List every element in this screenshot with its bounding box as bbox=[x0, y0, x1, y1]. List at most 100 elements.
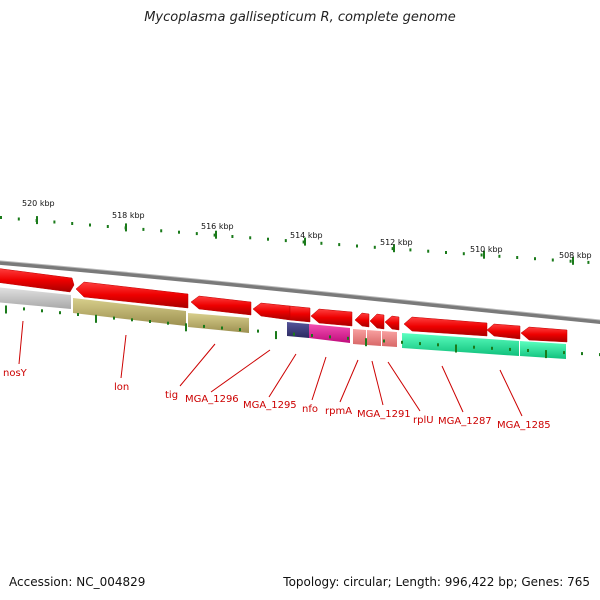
leader-line bbox=[499, 369, 523, 417]
map-title: Mycoplasma gallisepticum R, complete gen… bbox=[144, 10, 456, 25]
leader-line bbox=[179, 343, 216, 387]
scale-tick-major bbox=[215, 230, 217, 239]
inner-tick-minor bbox=[509, 347, 511, 351]
cog-bar-magenta bbox=[309, 324, 350, 343]
gene-arrow bbox=[190, 295, 252, 316]
scale-label-518: 518 kbp bbox=[112, 211, 145, 220]
scale-tick-minor bbox=[249, 236, 252, 240]
scale-tick-minor bbox=[267, 237, 269, 241]
gene-label-MGA_1296: MGA_1296 bbox=[185, 394, 239, 405]
cog-bar-navy bbox=[287, 322, 309, 338]
inner-tick-minor bbox=[113, 316, 115, 320]
scale-tick-minor bbox=[480, 253, 483, 257]
scale-tick-minor bbox=[462, 252, 465, 256]
leader-line bbox=[387, 361, 421, 412]
scale-tick-minor bbox=[160, 229, 163, 233]
inner-tick-major bbox=[275, 331, 277, 340]
leader-line bbox=[339, 359, 359, 403]
gene-arrow bbox=[252, 302, 291, 321]
inner-tick-major bbox=[185, 323, 187, 332]
scale-tick-minor bbox=[302, 240, 305, 244]
accession-text: Accession: NC_004829 bbox=[9, 575, 146, 589]
leader-line bbox=[268, 353, 297, 398]
inner-tick-minor bbox=[131, 318, 133, 322]
gene-arrow bbox=[486, 323, 521, 340]
scale-tick-minor bbox=[320, 241, 323, 245]
cog-bar-salmon bbox=[353, 329, 366, 345]
cog-bar-gray bbox=[0, 287, 71, 309]
inner-tick-minor bbox=[311, 334, 313, 337]
scale-tick-minor bbox=[587, 260, 590, 264]
scale-tick-minor bbox=[195, 232, 198, 236]
scale-tick-minor bbox=[551, 258, 554, 262]
inner-tick-minor bbox=[77, 313, 79, 316]
inner-scale-ticks bbox=[5, 305, 600, 359]
inner-tick-minor bbox=[347, 336, 349, 340]
inner-tick-minor bbox=[23, 307, 25, 311]
cog-bar-salmon bbox=[367, 330, 381, 346]
cog-bar-olive bbox=[188, 313, 249, 333]
inner-tick-minor bbox=[473, 345, 475, 349]
gene-arrow bbox=[520, 326, 568, 343]
scale-tick-minor bbox=[391, 247, 394, 251]
cog-bar-salmon bbox=[382, 331, 397, 347]
scale-tick-minor bbox=[71, 222, 74, 225]
scale-label-514: 514 kbp bbox=[290, 231, 323, 240]
scale-tick-major bbox=[393, 244, 395, 253]
gene-label-MGA_1287: MGA_1287 bbox=[438, 416, 492, 427]
scale-tick-minor bbox=[53, 220, 56, 224]
scale-tick-major bbox=[572, 256, 574, 265]
scale-tick-minor bbox=[498, 254, 501, 258]
scale-tick-minor bbox=[106, 225, 109, 228]
leader-line bbox=[120, 334, 127, 379]
cog-bar-olive bbox=[73, 298, 186, 326]
inner-tick-minor bbox=[491, 346, 493, 350]
gene-arrow bbox=[369, 313, 385, 330]
inner-tick-major bbox=[455, 344, 457, 353]
scale-tick-minor bbox=[284, 239, 287, 243]
gene-arrow bbox=[75, 281, 189, 309]
scale-tick-minor bbox=[89, 223, 91, 227]
scale-label-512: 512 kbp bbox=[380, 238, 413, 247]
gene-label-MGA_1295: MGA_1295 bbox=[243, 400, 297, 411]
inner-tick-minor bbox=[59, 311, 61, 315]
gene-label-nfo: nfo bbox=[302, 404, 318, 415]
gene-label-MGA_1285: MGA_1285 bbox=[497, 420, 551, 431]
scale-label-520: 520 kbp bbox=[22, 199, 55, 208]
gene-label-MGA_1291: MGA_1291 bbox=[357, 409, 411, 420]
cog-bar-teal bbox=[402, 333, 519, 356]
cog-bar-teal bbox=[520, 341, 566, 359]
genome-summary-text: Topology: circular; Length: 996,422 bp; … bbox=[283, 575, 590, 589]
inner-tick-minor bbox=[257, 329, 259, 333]
scale-tick-major bbox=[36, 216, 38, 225]
inner-tick-minor bbox=[419, 342, 421, 346]
gene-arrow bbox=[289, 305, 311, 323]
leader-line bbox=[18, 320, 24, 365]
scale-tick-major bbox=[125, 223, 127, 232]
scale-tick-minor bbox=[534, 257, 536, 261]
leader-line bbox=[311, 356, 327, 401]
inner-tick-minor bbox=[527, 349, 529, 352]
inner-tick-minor bbox=[293, 332, 295, 336]
label-leader-lines bbox=[18, 320, 523, 417]
gene-arrow bbox=[354, 312, 370, 328]
forward-strand-genes bbox=[0, 268, 568, 343]
scale-tick-major bbox=[483, 250, 485, 259]
inner-tick-minor bbox=[581, 352, 583, 356]
gene-label-tig: tig bbox=[165, 390, 178, 401]
inner-tick-minor bbox=[437, 343, 439, 347]
genome-backbone-highlight bbox=[0, 260, 600, 321]
scale-tick-minor bbox=[178, 230, 180, 234]
scale-tick-minor bbox=[356, 244, 358, 248]
scale-tick-minor bbox=[213, 233, 216, 237]
inner-tick-minor bbox=[401, 340, 403, 344]
inner-tick-major bbox=[365, 338, 367, 347]
scale-tick-minor bbox=[409, 248, 412, 252]
gene-arrow bbox=[310, 308, 353, 327]
cog-category-bars bbox=[0, 287, 566, 359]
scale-tick-minor bbox=[0, 216, 2, 219]
scale-tick-minor bbox=[231, 235, 234, 238]
inner-tick-minor bbox=[221, 326, 223, 330]
scale-major-ticks bbox=[36, 216, 574, 265]
scale-tick-minor bbox=[17, 217, 20, 221]
